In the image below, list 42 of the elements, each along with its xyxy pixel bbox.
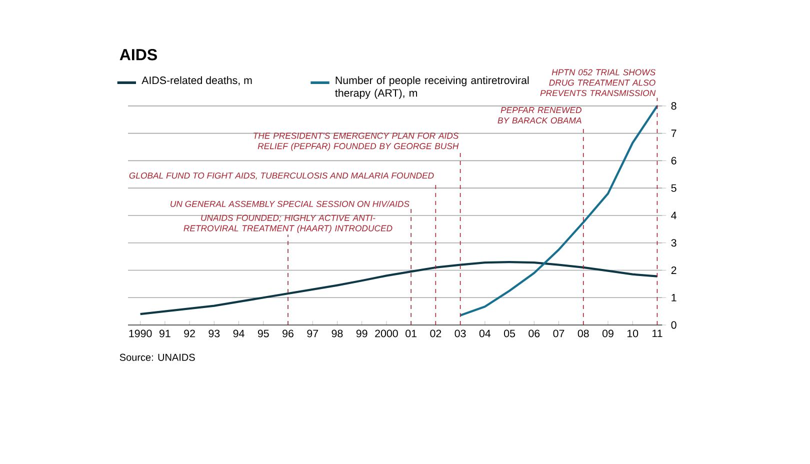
- x-tick-label: 05: [504, 330, 516, 338]
- y-tick-label: 3: [671, 239, 676, 247]
- x-tick-label: 92: [184, 330, 195, 338]
- x-tick-label: 06: [528, 330, 540, 338]
- source-note: Source: UNAIDS: [120, 354, 195, 361]
- x-tick-label: 03: [454, 330, 466, 338]
- y-tick-label: 8: [671, 102, 676, 110]
- x-tick-label: 2000: [375, 330, 398, 338]
- line-series: [459, 104, 658, 316]
- x-tick-label: 94: [233, 330, 244, 338]
- chart-title: AIDS: [120, 49, 157, 60]
- ref-line-label: UN GENERAL ASSEMBLY SPECIAL SESSION ON HIV/AIDS: [170, 200, 410, 208]
- x-tick-label: 01: [406, 330, 416, 338]
- ref-line-label: GLOBAL FUND TO FIGHT AIDS, TUBERCULOSIS AND MALARIA FOUNDED: [129, 172, 434, 180]
- x-tick-label: 1990: [129, 330, 152, 338]
- x-tick-label: 98: [332, 330, 343, 338]
- y-tick-label: 6: [671, 156, 676, 164]
- ref-line-label: PEPFAR RENEWED BY BARACK OBAMA: [498, 107, 582, 124]
- x-tick-label: 08: [578, 330, 589, 338]
- x-tick-label: 93: [208, 330, 220, 338]
- x-tick-label: 97: [307, 330, 318, 338]
- y-tick-label: 4: [671, 212, 676, 220]
- ref-line-label: THE PRESIDENT'S EMERGENCY PLAN FOR AIDS RELIEF (PEPFAR) FOUNDED BY GEORGE BUSH: [254, 132, 459, 151]
- x-tick-label: 02: [430, 330, 442, 338]
- y-tick-label: 5: [671, 184, 676, 192]
- y-tick-label: 7: [671, 130, 676, 137]
- x-tick-label: 11: [652, 330, 662, 338]
- x-tick-label: 04: [479, 330, 491, 338]
- x-tick-label: 07: [553, 330, 564, 338]
- x-tick-label: 10: [627, 330, 638, 338]
- ref-line-label: UNAIDS FOUNDED; HIGHLY ACTIVE ANTI-RETROVIRAL TREATMENT (HAART) INTRODUCED: [184, 214, 392, 234]
- ref-line-label: HPTN 052 TRIAL SHOWS DRUG TREATMENT ALSO PREVENTS TRANSMISSION: [540, 69, 656, 96]
- y-tick-label: 1: [672, 294, 676, 302]
- x-tick-label: 95: [258, 330, 269, 338]
- legend-label: AIDS-related deaths, m: [142, 76, 252, 86]
- y-tick-label: 2: [671, 266, 676, 274]
- x-tick-label: 96: [282, 330, 294, 338]
- x-tick-label: 09: [602, 330, 614, 338]
- y-tick-label: 0: [671, 321, 676, 329]
- x-tick-label: 91: [159, 330, 170, 338]
- x-tick-label: 99: [356, 330, 368, 338]
- legend-label: Number of people receiving antiretroviral therapy (ART), m: [335, 76, 529, 99]
